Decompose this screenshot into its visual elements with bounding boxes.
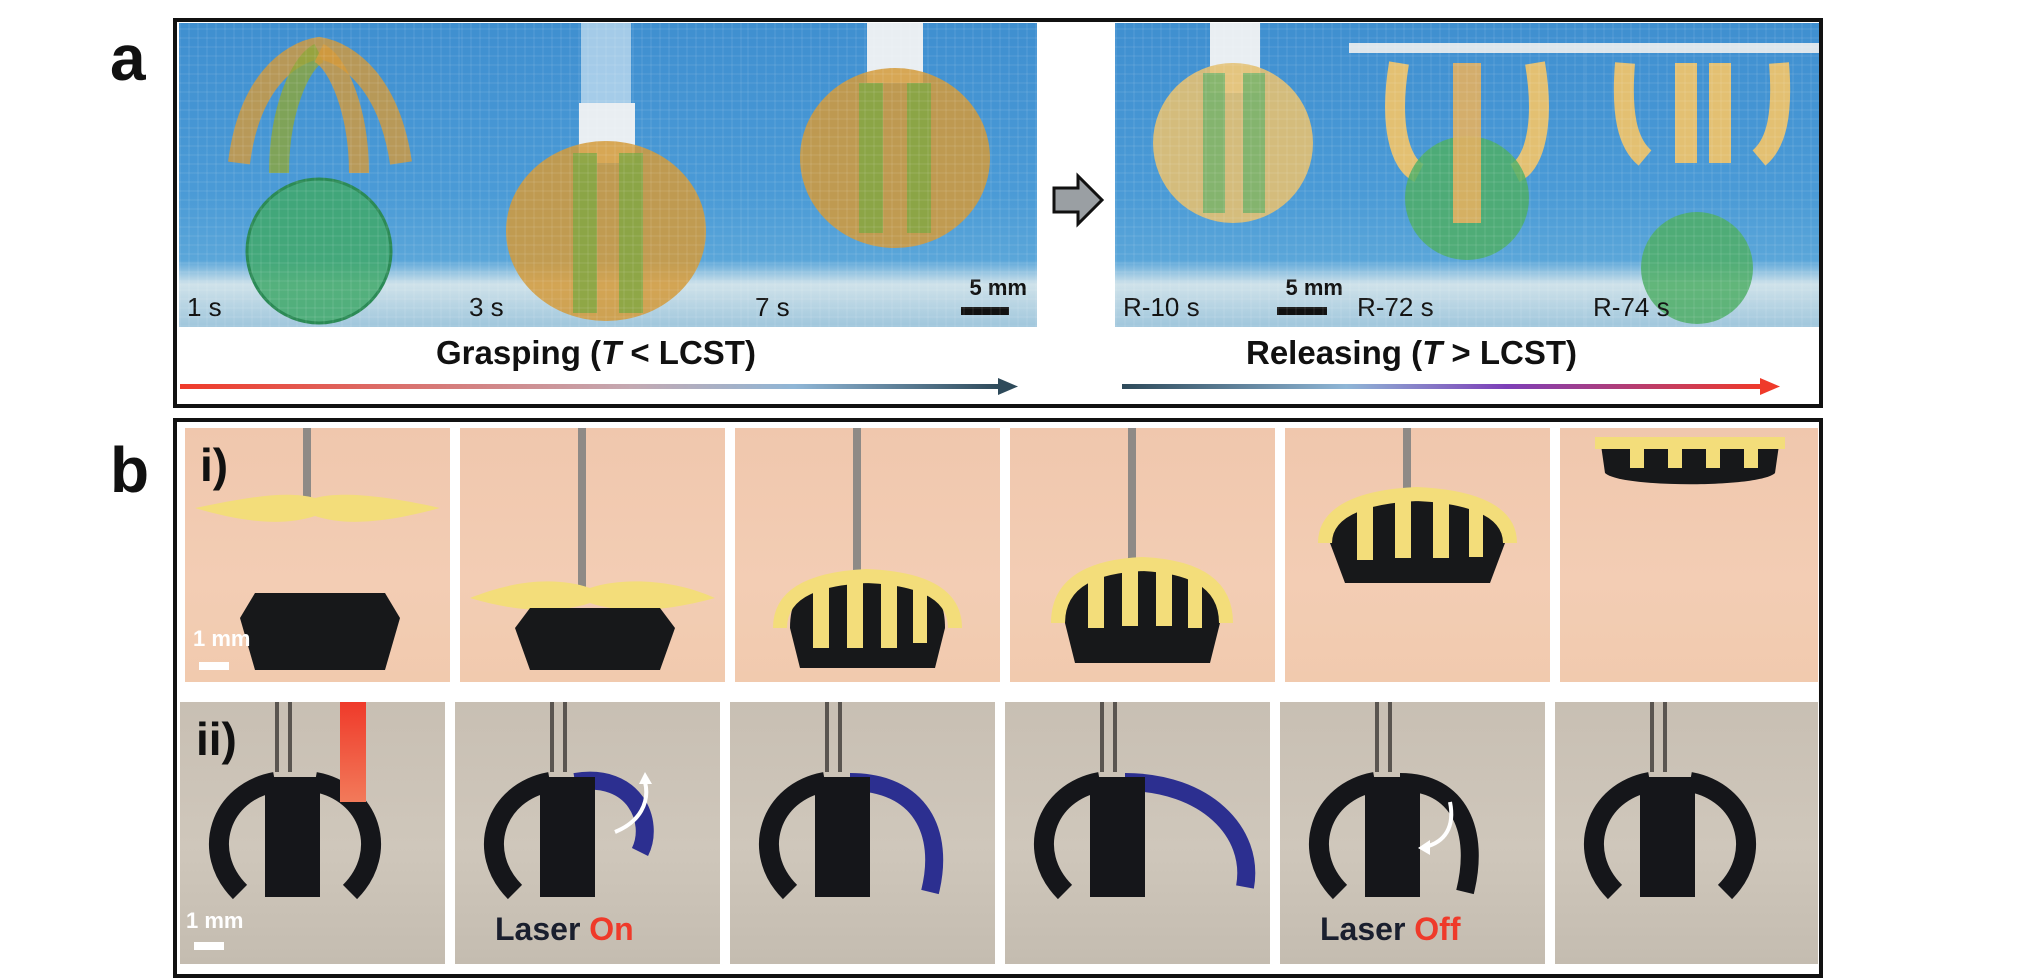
panel-b-letter: b [110, 434, 150, 506]
scale-bar-label: 1 mm [193, 626, 251, 651]
grasping-caption: Grasping (T < LCST) [436, 334, 756, 372]
row-ii-frame-1: 1 mm [180, 702, 445, 964]
panel-b-frame [173, 418, 1823, 978]
grasping-caption-var: T [601, 334, 622, 371]
release-frame-2: R-72 s [1349, 23, 1585, 327]
row-ii-frame-6 [1555, 702, 1818, 964]
gripper-holding-illustration [1153, 23, 1313, 223]
laser-state-on: On [589, 911, 634, 947]
time-label: R-72 s [1357, 292, 1434, 322]
panel-a-letter: a [110, 22, 146, 94]
gripper-open-illustration [195, 428, 440, 670]
row-i-frame-2 [460, 428, 725, 682]
gripper-closed-illustration [800, 23, 990, 248]
release-frame-1: R-10 s 5 mm [1115, 23, 1349, 327]
scale-bar-label: 5 mm [1285, 275, 1343, 300]
laser-gripper-closed-illustration [1583, 702, 1757, 900]
gripper-closing-illustration [773, 428, 962, 668]
releasing-temperature-arrow [1122, 378, 1780, 395]
grasping-caption-suffix: < LCST) [621, 334, 756, 371]
time-label: R-74 s [1593, 292, 1670, 322]
releasing-caption: Releasing (T > LCST) [1246, 334, 1577, 372]
scale-bar [194, 942, 224, 950]
gripper-approach-illustration [470, 428, 715, 670]
laser-gripper-returning-illustration [1308, 702, 1479, 900]
row-ii-frame-3 [730, 702, 995, 964]
gripper-open-illustration [228, 36, 412, 325]
row-ii-frame-2: Laser On [455, 702, 720, 964]
laser-state-off: Off [1414, 911, 1461, 947]
row-i-frame-5 [1285, 428, 1550, 682]
row-ii-label: ii) [196, 713, 237, 765]
laser-word: Laser [495, 911, 581, 947]
time-label: 1 s [187, 292, 222, 322]
gripper-grasping-illustration [1051, 428, 1233, 663]
scale-bar-label: 1 mm [186, 908, 244, 933]
gripper-lifted-illustration [1595, 437, 1785, 485]
transition-arrow-icon [1052, 172, 1105, 228]
laser-gripper-bending-illustration [758, 702, 944, 900]
row-ii-frame-5: Laser Off [1280, 702, 1545, 964]
time-label: 7 s [755, 292, 790, 322]
laser-on-text: Laser On [495, 911, 634, 948]
grasp-frame-2: 3 s [461, 23, 747, 327]
laser-gripper-open-illustration [1033, 702, 1256, 900]
gripper-lifting-illustration [1318, 428, 1517, 583]
scale-bar [1277, 307, 1327, 315]
row-i-frame-6 [1560, 428, 1818, 682]
scale-bar-label: 5 mm [969, 275, 1027, 300]
releasing-caption-suffix: > LCST) [1442, 334, 1577, 371]
row-ii-frame-4 [1005, 702, 1270, 964]
row-i-label: i) [200, 439, 229, 491]
laser-off-text: Laser Off [1320, 911, 1460, 948]
row-i-frame-1: 1 mm [185, 428, 450, 682]
grasping-temperature-arrow [180, 378, 1018, 395]
grasp-frame-1: 1 s [179, 23, 461, 327]
gripper-released-illustration [1585, 43, 1819, 324]
releasing-caption-var: T [1422, 334, 1443, 371]
time-label: R-10 s [1123, 292, 1200, 322]
laser-word: Laser [1320, 911, 1406, 947]
release-frame-3: R-74 s [1585, 23, 1819, 327]
laser-gripper-opening-illustration [483, 702, 654, 900]
row-i-frame-3 [735, 428, 1000, 682]
laser-beam [340, 702, 366, 802]
grasping-caption-prefix: Grasping ( [436, 334, 602, 371]
grasp-frame-3: 7 s 5 mm [747, 23, 1037, 327]
gripper-closing-illustration [506, 23, 706, 321]
panel-a-frame [173, 18, 1823, 408]
gripper-releasing-illustration [1349, 43, 1585, 260]
scale-bar [961, 307, 1009, 315]
releasing-caption-prefix: Releasing ( [1246, 334, 1423, 371]
scale-bar [199, 662, 229, 670]
row-i-frame-4 [1010, 428, 1275, 682]
laser-gripper-illustration [208, 702, 382, 900]
time-label: 3 s [469, 292, 504, 322]
